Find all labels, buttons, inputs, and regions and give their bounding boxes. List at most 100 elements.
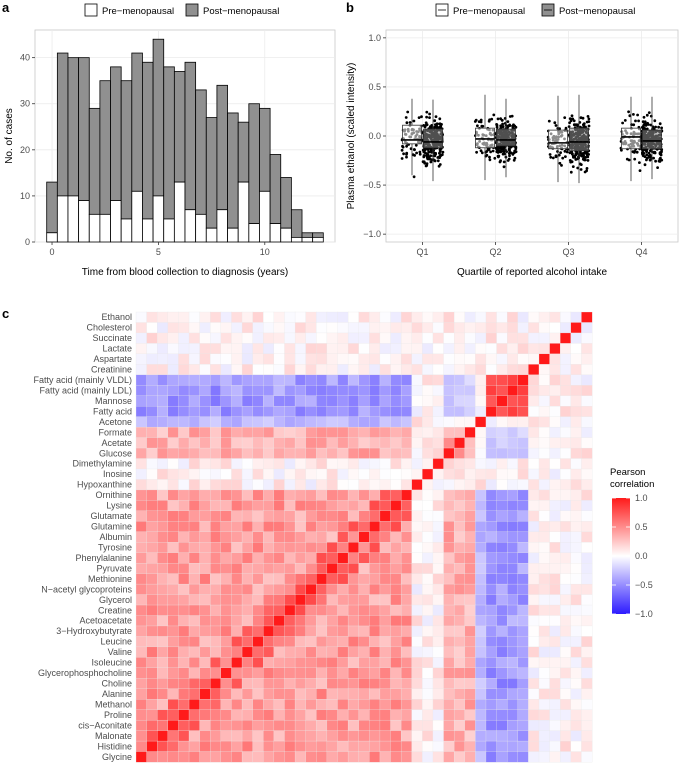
cell-25-1: [146, 573, 158, 585]
cell-37-19: [337, 699, 349, 711]
point-3-234: [496, 146, 499, 150]
cell-19-22: [369, 510, 381, 522]
cell-11-32: [475, 426, 487, 439]
cell-22-41: [570, 542, 582, 554]
cell-18-36: [517, 500, 529, 512]
cell-1-41: [570, 322, 582, 334]
cell-27-8: [220, 594, 232, 606]
cell-4-16: [305, 353, 317, 365]
cell-21-3: [167, 531, 179, 543]
cell-8-42: [581, 395, 593, 407]
cell-42-14: [284, 751, 296, 763]
cell-26-11: [252, 583, 264, 596]
cell-0-8: [220, 311, 232, 323]
cell-3-19: [337, 343, 349, 355]
cell-2-17: [316, 332, 328, 344]
cell-9-0: [135, 406, 148, 418]
point-1-232: [438, 122, 441, 126]
cell-40-32: [475, 730, 487, 742]
cell-20-6: [199, 521, 211, 533]
cell-32-35: [507, 646, 519, 658]
cell-13-0: [135, 447, 148, 459]
cell-36-5: [188, 688, 201, 700]
cell-20-15: [294, 521, 307, 533]
cell-36-42: [581, 688, 593, 700]
cell-1-9: [231, 322, 243, 334]
cell-22-10: [241, 542, 254, 554]
cell-35-22: [369, 678, 381, 690]
point-3-224: [499, 126, 503, 129]
cell-22-27: [422, 542, 434, 554]
cell-36-13: [273, 688, 285, 700]
cell-14-23: [379, 458, 391, 470]
cell-6-28: [432, 374, 444, 386]
cell-41-2: [157, 740, 169, 752]
cell-20-9: [231, 521, 243, 533]
cell-42-42: [581, 751, 593, 763]
row-label-27: Glycerol: [99, 595, 132, 605]
cell-29-38: [538, 615, 551, 627]
bar-pre-21: [269, 223, 282, 243]
row-label-10: Acetone: [99, 417, 132, 427]
cell-5-13: [273, 364, 285, 376]
cell-4-1: [146, 353, 158, 365]
cell-40-35: [507, 730, 519, 742]
cell-23-7: [210, 552, 222, 564]
cell-20-30: [453, 521, 466, 533]
cell-4-19: [337, 353, 349, 365]
cell-41-28: [432, 740, 444, 752]
cell-10-26: [411, 416, 423, 428]
cell-15-29: [443, 468, 455, 480]
cell-1-37: [528, 322, 540, 334]
cell-17-6: [199, 489, 211, 501]
cell-4-4: [178, 353, 190, 365]
cell-30-40: [560, 625, 572, 637]
cell-24-0: [135, 563, 148, 575]
cell-0-31: [464, 311, 476, 323]
cell-7-0: [135, 385, 148, 397]
y-axis-title-a: No. of cases: [4, 108, 15, 164]
cell-37-2: [157, 699, 169, 711]
cell-31-40: [560, 636, 572, 648]
cell-30-42: [581, 625, 593, 637]
point-3-199: [514, 150, 518, 154]
cell-5-19: [337, 364, 349, 376]
cell-21-11: [252, 531, 264, 543]
cell-18-16: [305, 500, 317, 512]
cell-32-6: [199, 646, 211, 658]
cell-0-34: [496, 311, 508, 323]
cell-19-30: [453, 510, 466, 522]
cell-28-41: [570, 604, 582, 616]
cell-14-30: [453, 458, 466, 470]
cell-11-36: [517, 426, 529, 439]
cell-12-23: [379, 437, 391, 449]
cell-23-28: [432, 552, 444, 564]
cell-35-37: [528, 678, 540, 690]
cell-42-29: [443, 751, 455, 763]
cell-40-19: [337, 730, 349, 742]
cell-3-36: [517, 343, 529, 355]
cell-14-13: [273, 458, 285, 470]
cell-37-20: [347, 699, 360, 711]
cell-8-23: [379, 395, 391, 407]
cell-23-21: [358, 552, 370, 564]
cell-25-35: [507, 573, 519, 585]
cell-41-15: [294, 740, 307, 752]
cell-29-2: [157, 615, 169, 627]
cell-5-27: [422, 364, 434, 376]
cell-3-34: [496, 343, 508, 355]
cell-11-29: [443, 426, 455, 439]
cell-35-29: [443, 678, 455, 690]
tick-label-y-a-2: 20: [20, 145, 30, 155]
cell-3-4: [178, 343, 190, 355]
cell-15-19: [337, 468, 349, 480]
cell-24-31: [464, 563, 476, 575]
bar-post-19: [248, 103, 260, 224]
cell-5-3: [167, 364, 179, 376]
point-7-228: [659, 158, 662, 162]
cell-23-37: [528, 552, 540, 564]
tick-label-y-b-3: 0.5: [368, 82, 381, 92]
cell-9-9: [231, 406, 243, 418]
tick-label-x-a-0: 0: [50, 247, 55, 257]
cell-9-29: [443, 406, 455, 418]
